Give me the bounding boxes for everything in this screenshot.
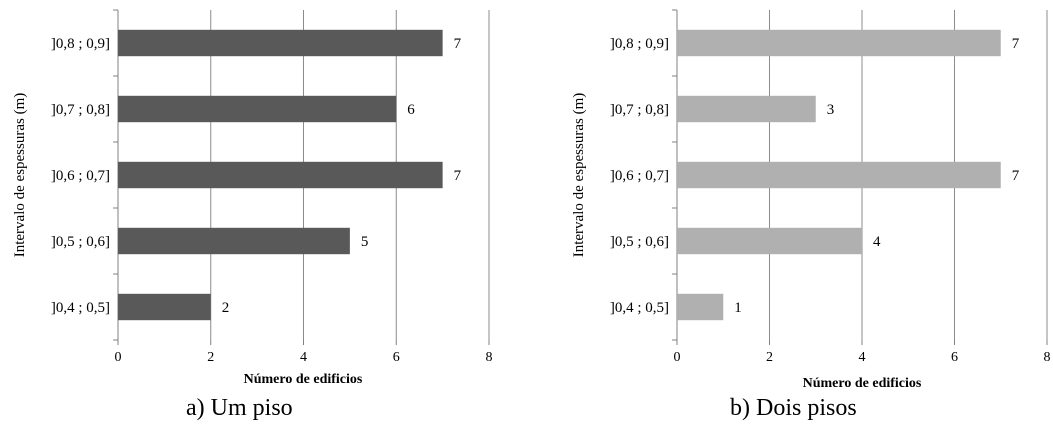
- data-label: 1: [734, 300, 742, 316]
- data-label: 7: [1012, 168, 1020, 184]
- category-label: ]0,6 ; 0,7]: [610, 168, 669, 184]
- category-label: ]0,4 ; 0,5]: [610, 300, 669, 316]
- data-label: 7: [1012, 36, 1020, 52]
- data-label: 7: [454, 36, 462, 52]
- bar-b-2: [677, 161, 1001, 189]
- bar-a-1: [118, 227, 350, 255]
- y-axis-title: Intervalo de espessuras (m): [571, 93, 587, 258]
- x-tick-label: 2: [766, 350, 773, 365]
- bar-a-0: [118, 293, 211, 321]
- data-label: 7: [454, 168, 462, 184]
- bar-b-1: [677, 227, 862, 255]
- x-tick-label: 8: [1044, 350, 1051, 365]
- category-label: ]0,6 ; 0,7]: [51, 168, 110, 184]
- data-label: 3: [827, 102, 835, 118]
- chart-panel-a: ]0,4 ; 0,5] 2 ]0,5 ; 0,6] 5 ]0,6 ; 0,7] 7 ]0,7…: [12, 9, 493, 387]
- x-tick-label: 6: [393, 350, 400, 365]
- data-label: 6: [407, 102, 415, 118]
- category-label: ]0,4 ; 0,5]: [51, 300, 110, 316]
- bar-b-4: [677, 29, 1001, 57]
- x-tick-label: 2: [207, 350, 214, 365]
- bar-b-3: [677, 95, 816, 123]
- category-label: ]0,5 ; 0,6]: [610, 234, 669, 250]
- category-label: ]0,5 ; 0,6]: [51, 234, 110, 250]
- y-axis-title: Intervalo de espessuras (m): [12, 93, 28, 258]
- category-label: ]0,8 ; 0,9]: [610, 36, 669, 52]
- data-label: 5: [361, 234, 369, 250]
- category-label: ]0,8 ; 0,9]: [51, 36, 110, 52]
- x-tick-label: 4: [300, 350, 307, 365]
- data-label: 4: [873, 234, 881, 250]
- x-axis-title: Número de edificios: [244, 372, 363, 387]
- data-label: 2: [222, 300, 230, 316]
- x-tick-label: 6: [951, 350, 958, 365]
- bar-b-0: [677, 293, 724, 321]
- bar-a-3: [118, 95, 397, 123]
- category-label: ]0,7 ; 0,8]: [610, 102, 669, 118]
- caption-panel-b: b) Dois pisos: [730, 395, 857, 421]
- x-tick-label: 0: [115, 350, 122, 365]
- category-label: ]0,7 ; 0,8]: [51, 102, 110, 118]
- x-tick-label: 8: [486, 350, 493, 365]
- x-tick-label: 0: [674, 350, 681, 365]
- chart-panel-b: ]0,4 ; 0,5] 1 ]0,5 ; 0,6] 4 ]0,6 ; 0,7] 7 ]0,7…: [571, 9, 1051, 391]
- bar-a-2: [118, 161, 443, 189]
- bar-a-4: [118, 29, 443, 57]
- x-axis-title: Número de edificios: [803, 376, 922, 391]
- caption-panel-a: a) Um piso: [186, 395, 293, 421]
- x-tick-label: 4: [859, 350, 866, 365]
